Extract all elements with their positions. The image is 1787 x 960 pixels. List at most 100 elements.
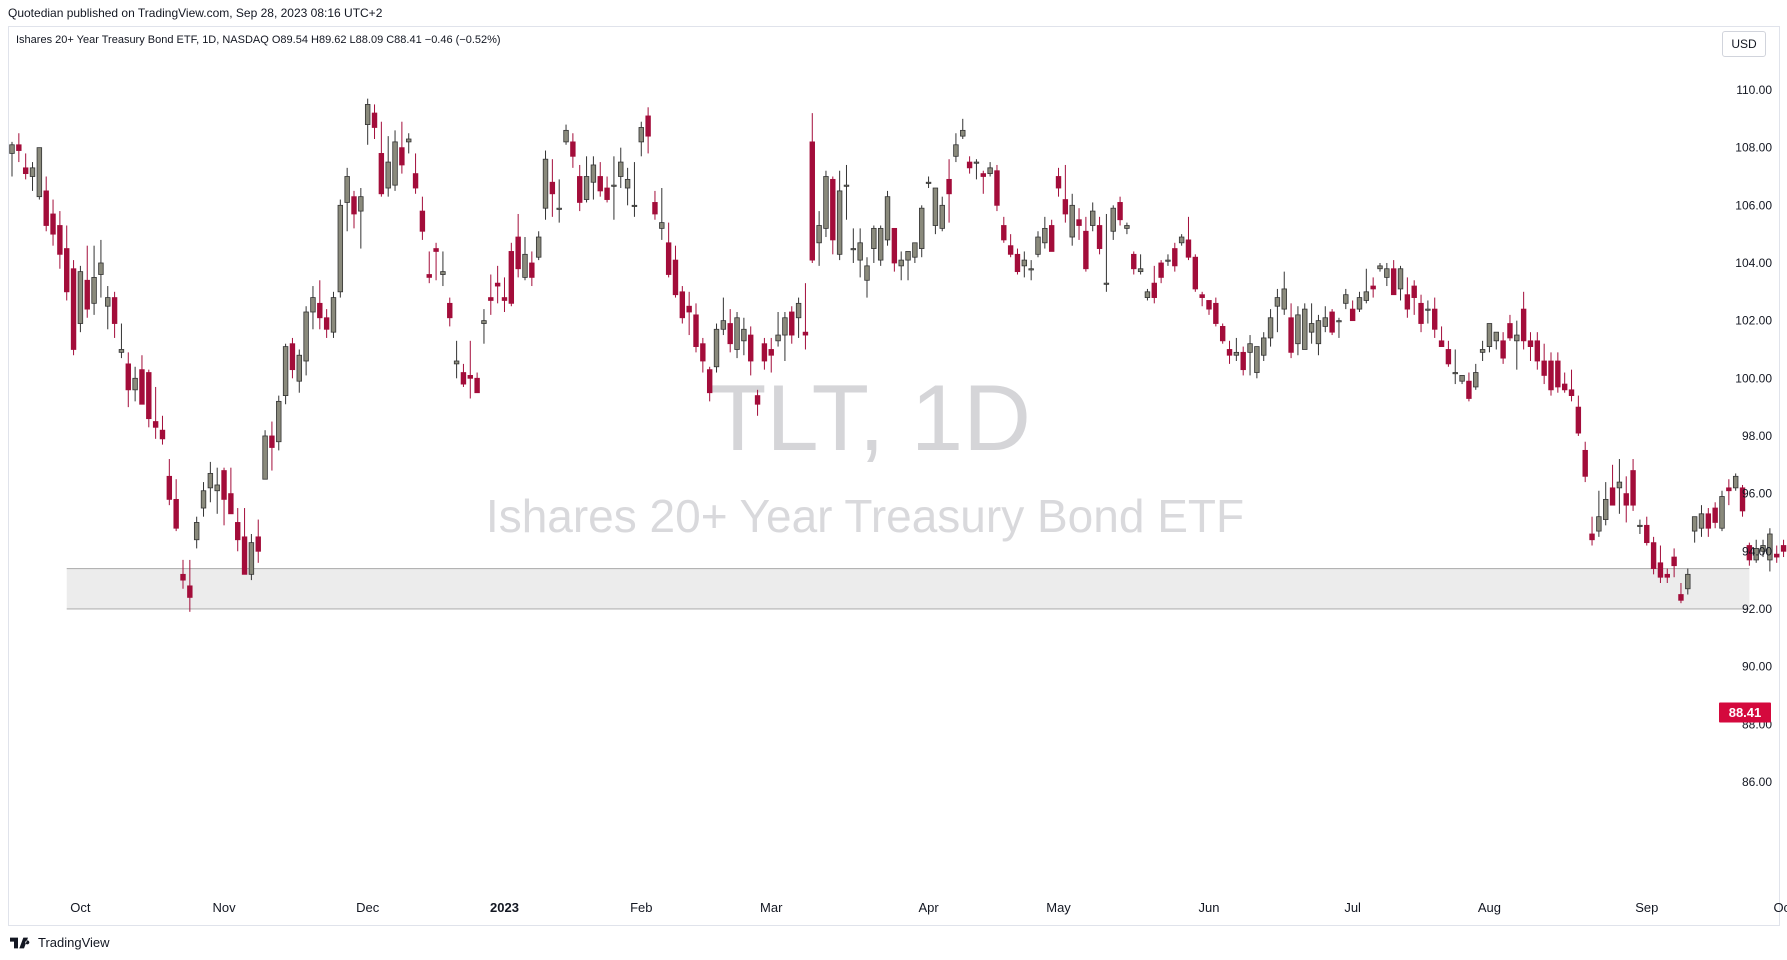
candle — [1226, 340, 1233, 364]
candle — [351, 190, 357, 229]
candle — [1178, 234, 1185, 246]
candle — [782, 311, 788, 362]
support-zone — [66, 567, 1750, 610]
candle — [1288, 303, 1294, 359]
candle — [522, 237, 528, 281]
candle — [317, 280, 323, 330]
candle — [9, 141, 15, 177]
candle — [1589, 516, 1595, 546]
candle — [672, 245, 679, 298]
candle — [919, 205, 925, 258]
candle — [385, 136, 391, 197]
symbol-legend[interactable]: Ishares 20+ Year Treasury Bond ETF, 1D, … — [16, 34, 501, 46]
support-zone-band — [66, 568, 1750, 609]
publisher-line: Quotedian published on TradingView.com, … — [8, 6, 383, 20]
price-axis[interactable]: 110.00 108.00 106.00 104.00 102.00 100.00 98.0… — [1735, 83, 1772, 789]
currency-button[interactable]: USD — [1722, 31, 1766, 57]
price-tick-label: 86.00 — [1742, 775, 1772, 789]
candle — [1780, 539, 1787, 558]
price-tick-label: 90.00 — [1742, 660, 1772, 674]
candle — [1719, 490, 1725, 532]
candle — [768, 337, 774, 373]
candle — [1356, 291, 1363, 312]
candle — [843, 164, 850, 220]
candle — [1473, 363, 1479, 390]
price-tick-label: 110.00 — [1736, 83, 1772, 97]
candle — [1206, 300, 1212, 315]
time-axis[interactable]: Oct Nov Dec 2023 Feb Mar Apr May Jun Jul Aug Sep Oct — [70, 900, 1787, 915]
candle — [269, 421, 275, 471]
candle — [973, 159, 980, 180]
candle — [830, 176, 836, 255]
candle — [1370, 277, 1376, 298]
candle — [1760, 539, 1766, 558]
candle — [1240, 346, 1246, 376]
candle — [125, 352, 131, 408]
candle — [604, 176, 610, 203]
candle — [1131, 251, 1137, 275]
candle — [1261, 332, 1267, 362]
candle — [187, 559, 193, 612]
candle — [1561, 372, 1568, 393]
price-tick-label: 94.00 — [1742, 544, 1772, 558]
candle — [43, 176, 49, 232]
candle — [1534, 332, 1541, 370]
candle — [371, 104, 378, 140]
candle — [1623, 476, 1629, 523]
candle — [1568, 369, 1575, 402]
candle — [1603, 482, 1609, 526]
candle — [323, 309, 330, 338]
candle — [741, 317, 747, 356]
candle — [378, 121, 385, 197]
candle — [494, 265, 501, 304]
time-tick-label: Feb — [630, 900, 652, 915]
candle — [1322, 306, 1328, 333]
chart-frame[interactable] — [8, 26, 1780, 926]
candle — [118, 323, 125, 359]
candle — [1753, 539, 1759, 563]
candle — [583, 156, 590, 203]
candle — [1042, 216, 1048, 249]
candle — [850, 228, 857, 263]
tradingview-logo[interactable]: TradingView — [10, 935, 110, 950]
candle — [146, 369, 152, 428]
candle — [1192, 254, 1199, 292]
candle — [70, 260, 77, 356]
candle — [91, 245, 97, 315]
candle — [597, 162, 603, 197]
candle — [1712, 502, 1718, 529]
candle — [590, 156, 597, 200]
candle — [22, 153, 29, 180]
candle — [282, 343, 289, 405]
candle — [905, 251, 911, 281]
candle — [987, 162, 993, 177]
candle — [440, 251, 446, 287]
candle — [1555, 352, 1561, 393]
candle — [474, 372, 480, 394]
candle — [748, 326, 754, 376]
candle — [406, 133, 412, 154]
candle — [960, 118, 966, 140]
price-tick-label: 102.00 — [1735, 314, 1772, 328]
candle — [816, 211, 822, 266]
candle — [1069, 193, 1075, 246]
candle — [1650, 536, 1657, 575]
candle — [898, 251, 904, 281]
candle — [556, 179, 562, 223]
candle — [36, 147, 43, 200]
candle — [64, 225, 70, 301]
price-tick-label: 96.00 — [1742, 487, 1772, 501]
candle — [303, 306, 309, 376]
price-tick-label: 100.00 — [1735, 371, 1772, 385]
time-tick-label: Nov — [212, 900, 236, 915]
candle — [310, 286, 316, 330]
candle — [57, 211, 63, 269]
candle — [659, 188, 665, 240]
candle — [1582, 441, 1588, 483]
candle — [1048, 219, 1055, 252]
candle — [823, 170, 829, 238]
time-tick-label: Mar — [760, 900, 783, 915]
candle — [542, 150, 549, 220]
candle — [515, 213, 521, 278]
